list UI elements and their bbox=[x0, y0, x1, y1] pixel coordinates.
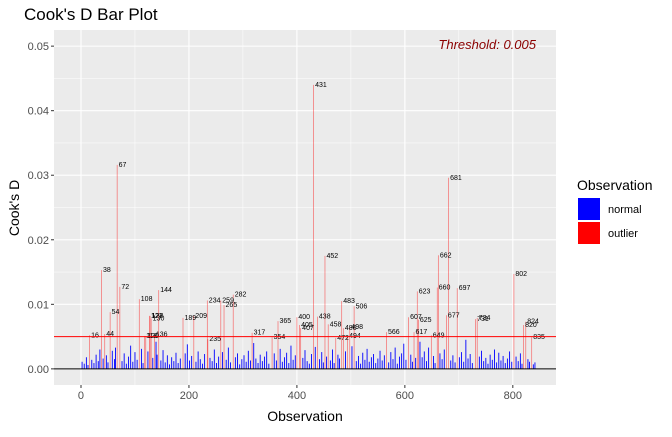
outlier-label: 189 bbox=[185, 315, 197, 322]
outlier-label: 607 bbox=[410, 314, 422, 321]
outlier-label: 677 bbox=[448, 312, 460, 319]
normal-bars bbox=[81, 339, 536, 369]
outlier-label: 354 bbox=[274, 334, 286, 341]
outlier-label: 802 bbox=[515, 271, 527, 278]
y-axis-title: Cook's D bbox=[6, 180, 22, 236]
outlier-label: 234 bbox=[209, 297, 221, 304]
outlier-label: 16 bbox=[91, 332, 99, 339]
outlier-label: 824 bbox=[527, 319, 539, 326]
y-tick-label: 0.03 bbox=[28, 170, 49, 182]
outlier-label: 259 bbox=[222, 297, 234, 304]
x-axis-ticks: 0 200 400 600 800 bbox=[78, 385, 522, 402]
outlier-label: 431 bbox=[315, 82, 327, 89]
chart-title: Cook's D Bar Plot bbox=[24, 5, 158, 24]
outlier-label: 483 bbox=[343, 298, 355, 305]
outlier-label: 128 bbox=[152, 313, 164, 320]
outlier-label: 660 bbox=[439, 285, 451, 292]
x-axis-title: Observation bbox=[267, 408, 342, 424]
outlier-label: 72 bbox=[121, 284, 129, 291]
outlier-label: 731 bbox=[477, 316, 489, 323]
outlier-label: 506 bbox=[356, 303, 368, 310]
outlier-label: 681 bbox=[450, 175, 462, 182]
outlier-label: 407 bbox=[302, 325, 314, 332]
outlier-label: 734 bbox=[479, 315, 491, 322]
outlier-label: 54 bbox=[112, 309, 120, 316]
outlier-label: 365 bbox=[280, 318, 292, 325]
outlier-label: 697 bbox=[459, 285, 471, 292]
legend-key-outlier bbox=[578, 222, 600, 244]
outlier-label: 127 bbox=[151, 313, 163, 320]
legend-key-normal bbox=[578, 198, 600, 220]
legend-title: Observation bbox=[577, 177, 652, 193]
outlier-label: 136 bbox=[156, 332, 168, 339]
x-tick-label: 400 bbox=[288, 390, 306, 402]
outlier-label: 317 bbox=[254, 330, 266, 337]
outlier-label: 265 bbox=[226, 302, 238, 309]
outlier-label: 458 bbox=[330, 321, 342, 328]
outlier-label: 649 bbox=[433, 332, 445, 339]
y-tick-label: 0.05 bbox=[28, 41, 49, 53]
y-tick-label: 0.01 bbox=[28, 299, 49, 311]
outlier-label: 617 bbox=[416, 329, 428, 336]
outlier-label: 820 bbox=[525, 322, 537, 329]
outlier-label: 662 bbox=[440, 252, 452, 259]
outlier-label: 566 bbox=[388, 329, 400, 336]
y-tick-label: 0.04 bbox=[28, 106, 49, 118]
outlier-label: 438 bbox=[319, 314, 331, 321]
outlier-label: 282 bbox=[235, 292, 247, 299]
x-tick-label: 200 bbox=[180, 390, 198, 402]
legend-label-normal: normal bbox=[608, 204, 642, 216]
outlier-label: 44 bbox=[106, 331, 114, 338]
threshold-label: Threshold: 0.005 bbox=[438, 37, 536, 52]
outlier-label: 498 bbox=[351, 324, 363, 331]
outlier-label: 235 bbox=[209, 336, 221, 343]
outlier-label: 623 bbox=[419, 288, 431, 295]
outlier-label: 835 bbox=[533, 334, 545, 341]
outlier-label: 400 bbox=[298, 314, 310, 321]
outlier-label: 209 bbox=[195, 313, 207, 320]
outlier-label: 38 bbox=[103, 267, 111, 274]
legend: Observation normal outlier bbox=[577, 177, 652, 244]
outlier-label: 67 bbox=[119, 162, 127, 169]
y-tick-label: 0.02 bbox=[28, 235, 49, 247]
y-axis-ticks: 0.00 0.01 0.02 0.03 0.04 0.05 bbox=[28, 41, 54, 376]
x-tick-label: 800 bbox=[504, 390, 522, 402]
outlier-label: 144 bbox=[160, 287, 172, 294]
outlier-label: 625 bbox=[420, 317, 432, 324]
y-tick-label: 0.00 bbox=[28, 364, 49, 376]
x-tick-label: 600 bbox=[396, 390, 414, 402]
outlier-label: 405 bbox=[301, 322, 313, 329]
outlier-label: 452 bbox=[326, 253, 338, 260]
legend-label-outlier: outlier bbox=[608, 228, 638, 240]
outlier-bars bbox=[89, 84, 533, 369]
outlier-label: 130 bbox=[153, 316, 165, 323]
outlier-label: 108 bbox=[141, 296, 153, 303]
x-tick-label: 0 bbox=[78, 390, 84, 402]
outlier-label: 472 bbox=[337, 335, 349, 342]
grid-lines bbox=[54, 30, 556, 385]
outlier-label: 486 bbox=[345, 325, 357, 332]
